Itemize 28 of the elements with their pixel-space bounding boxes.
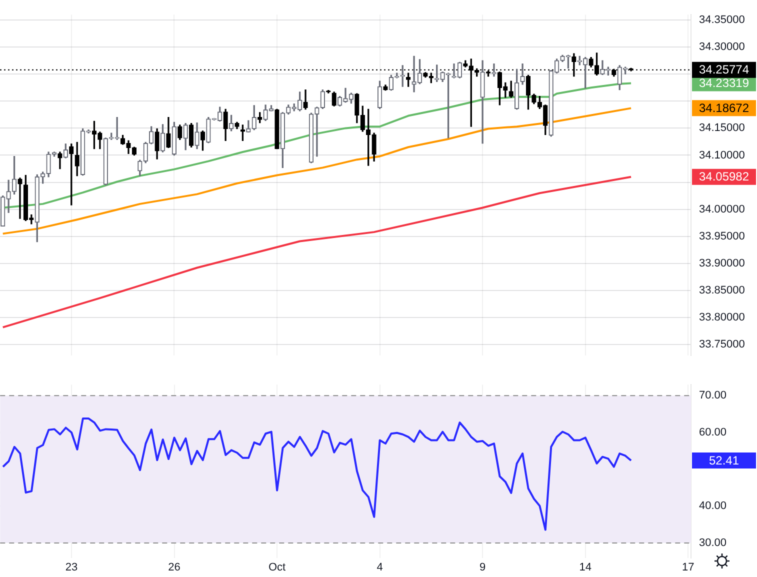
y-tick-label: 34.30000 (699, 41, 745, 54)
y-tick-label: 70.00 (699, 390, 727, 402)
y-tick-label: 33.85000 (699, 284, 745, 297)
y-tick-label: 34.10000 (699, 149, 745, 162)
y-tick-label: 34.00000 (699, 203, 745, 216)
x-tick-label: 17 (682, 561, 694, 574)
y-tick-label: 30.00 (699, 537, 727, 550)
x-tick-label: 9 (480, 561, 486, 574)
y-tick-label: 34.35000 (699, 14, 745, 26)
x-tick-label: 4 (376, 561, 383, 574)
y-tick-label: 33.75000 (699, 338, 745, 351)
y-tick-label: 34.15000 (699, 122, 745, 134)
y-tick-label: 33.90000 (699, 257, 745, 270)
y-tick-label: 40.00 (699, 500, 727, 512)
text: 52.41 (708, 453, 740, 468)
candlestick (18, 178, 22, 219)
y-tick-label: 60.00 (699, 426, 727, 439)
text: 34.23319 (698, 76, 750, 90)
text: 34.05982 (698, 170, 750, 184)
candlestick (492, 63, 496, 77)
y-tick-label: 33.95000 (699, 230, 745, 242)
x-tick-label: 23 (65, 561, 78, 574)
x-tick-label: Oct (268, 561, 286, 574)
x-tick-label: 26 (168, 561, 180, 574)
y-tick-label: 33.80000 (699, 312, 745, 324)
x-tick-label: 14 (579, 561, 592, 574)
text: 34.18672 (698, 100, 750, 115)
ref-line-label: 34.25774 (698, 62, 750, 77)
